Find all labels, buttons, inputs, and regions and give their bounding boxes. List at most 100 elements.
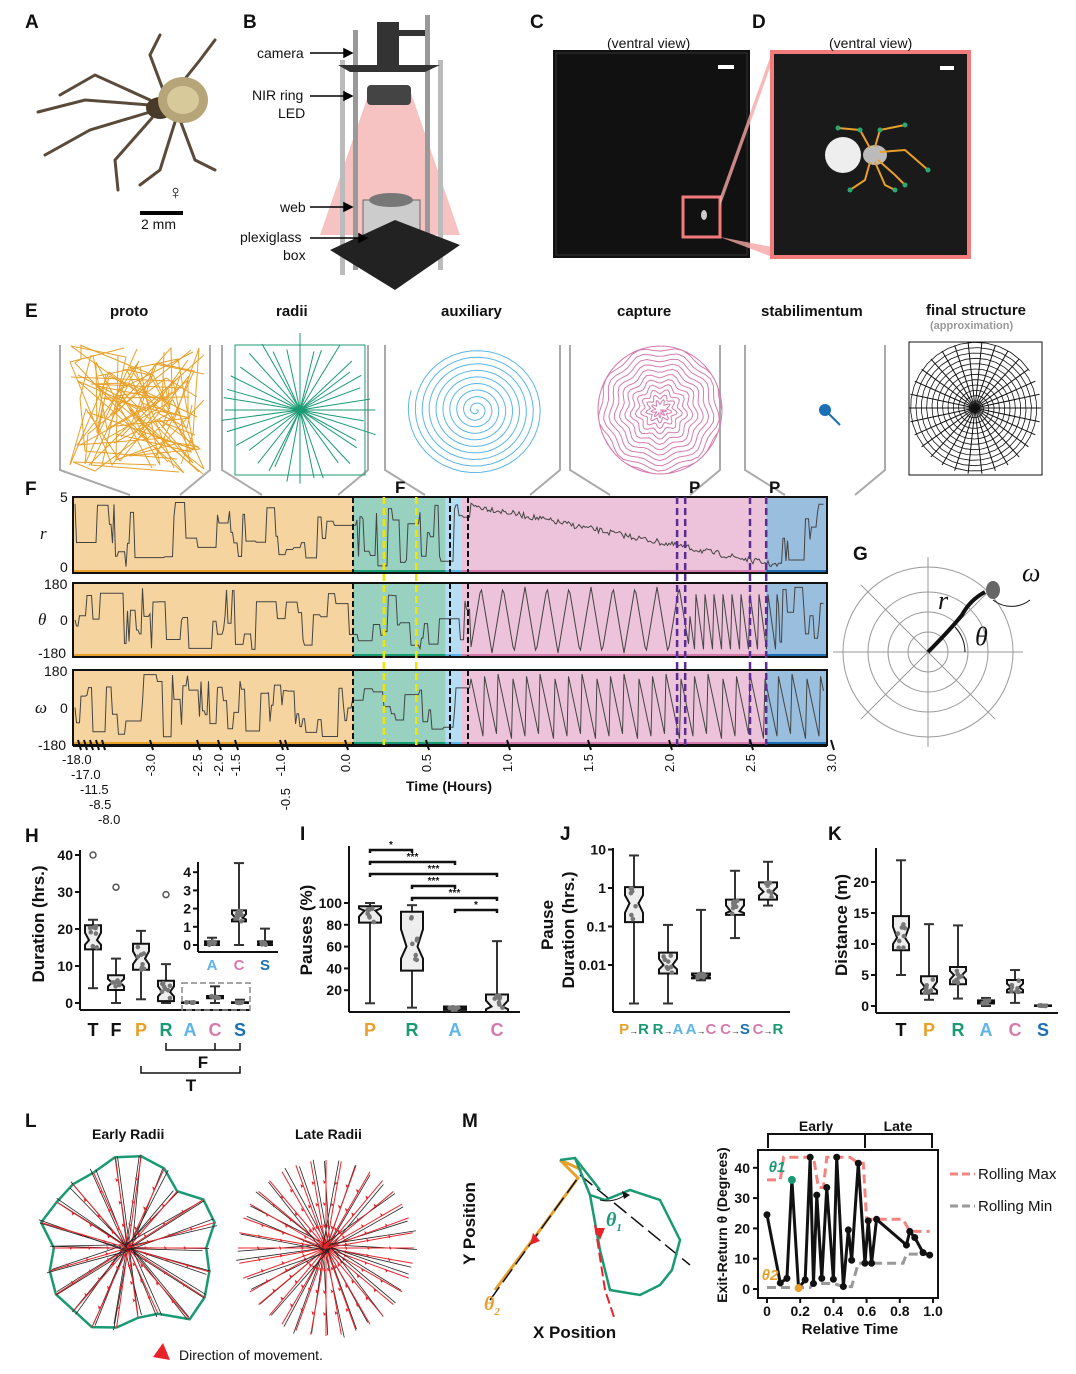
- data-point: [497, 993, 502, 999]
- data-point: [216, 995, 222, 1001]
- direction-arrow: [307, 1287, 311, 1292]
- radius-thread: [286, 409, 301, 482]
- direction-arrow: [132, 1262, 136, 1267]
- proto-thread: [128, 365, 175, 469]
- phase-bar-capture: [461, 654, 767, 657]
- radius-highlight: [127, 1247, 191, 1320]
- direction-arrow: [315, 1289, 319, 1294]
- y-tick-label: 60: [326, 939, 342, 955]
- y-tick-label: 20: [734, 1220, 750, 1236]
- pose-tracking-skeleton: [825, 122, 931, 193]
- y-axis-label: Duration (hrs.): [559, 871, 578, 988]
- transition-part: →: [629, 1026, 638, 1036]
- trace-row-2: [74, 586, 824, 654]
- category-label-R: R: [952, 1020, 965, 1040]
- tick-theta-neg180: -180: [38, 645, 67, 661]
- data-point: [212, 940, 217, 945]
- direction-arrow: [530, 1233, 540, 1245]
- final-radius: [974, 407, 983, 474]
- approximation-note: (approximation): [930, 320, 1014, 332]
- radius-highlight: [55, 1247, 129, 1295]
- panel-label-g: G: [853, 544, 868, 565]
- label-box: box: [283, 247, 306, 263]
- data-point: [239, 1000, 244, 1005]
- data-point: [902, 1241, 910, 1249]
- radius-thread: [299, 371, 351, 411]
- radius-thread: [299, 344, 341, 411]
- tick-omega-0: 0: [60, 700, 68, 716]
- direction-arrow: [356, 1217, 360, 1222]
- transition-part: S: [740, 1021, 750, 1038]
- data-point: [239, 912, 244, 918]
- x-tick-label: -8.5: [89, 797, 111, 812]
- outlier-point: [162, 890, 170, 899]
- data-point: [911, 1233, 919, 1241]
- radius-path: [89, 1168, 126, 1248]
- stage-connector: [384, 345, 561, 496]
- radius-highlight: [325, 1247, 371, 1325]
- data-point: [873, 1215, 881, 1223]
- radius-thread: [257, 409, 301, 464]
- x-tick: [425, 739, 430, 751]
- proto-thread: [136, 362, 195, 459]
- radius-highlight: [56, 1201, 129, 1249]
- x-tick: [668, 739, 673, 751]
- radius-thread: [299, 409, 315, 479]
- direction-arrow: [595, 1228, 605, 1240]
- radius-highlight: [116, 1247, 129, 1328]
- data-point: [839, 1283, 847, 1291]
- final-radius: [974, 368, 1029, 409]
- radius-thread: [299, 387, 361, 411]
- y-axis-label: Pause: [538, 900, 557, 950]
- radius-highlight: [72, 1184, 129, 1249]
- direction-legend: Direction of movement.: [179, 1347, 323, 1363]
- direction-arrow: [312, 1226, 315, 1231]
- x-tick-label: 0.0: [338, 754, 353, 772]
- data-point: [668, 953, 674, 958]
- proto-thread: [74, 346, 169, 463]
- data-point: [864, 1217, 872, 1225]
- radius-thread: [299, 409, 324, 479]
- direction-arrow: [338, 1204, 342, 1209]
- data-point: [206, 942, 212, 948]
- radius-path: [270, 1251, 328, 1316]
- data-point: [868, 1259, 876, 1267]
- x-tick-label: 1.0: [923, 1303, 943, 1319]
- radius-highlight: [295, 1165, 327, 1249]
- panel-label-e: E: [25, 301, 38, 322]
- final-radius: [914, 407, 976, 436]
- direction-arrow: [323, 1290, 326, 1294]
- web-drawing-radii: [221, 333, 376, 484]
- direction-arrow: [127, 1263, 131, 1268]
- x-tick: [284, 739, 289, 751]
- data-point: [763, 1211, 771, 1219]
- data-point: [813, 1191, 821, 1199]
- data-point: [628, 890, 634, 896]
- direction-arrow: [111, 1261, 115, 1266]
- radius-thread: [248, 353, 301, 411]
- data-point: [1009, 984, 1015, 990]
- radius-highlight: [73, 1247, 129, 1311]
- direction-arrow: [97, 1214, 101, 1219]
- radius-path: [236, 1247, 323, 1261]
- direction-arrow: [326, 1267, 330, 1272]
- x-tick-label: -2.0: [211, 754, 226, 776]
- transition-label: R→A: [653, 1021, 684, 1038]
- row-label-omega: ω: [35, 698, 48, 717]
- category-label-S: S: [234, 1020, 246, 1040]
- rig-pointer-arrows: [310, 47, 369, 244]
- y-tick-label: 0: [65, 995, 73, 1011]
- radius-path: [51, 1243, 127, 1270]
- x-tick-label: -2.5: [190, 754, 205, 776]
- category-label-F: F: [111, 1020, 122, 1040]
- phase-band-stabilimentum: [766, 670, 827, 745]
- direction-arrow: [308, 1229, 312, 1234]
- data-point: [183, 1000, 189, 1005]
- direction-arrow: [365, 1195, 369, 1200]
- final-radius: [974, 407, 1009, 466]
- label-nir-ring: NIR ring: [252, 87, 304, 103]
- web-drawing-capture: [597, 345, 723, 475]
- y-tick-label: 80: [326, 917, 342, 933]
- data-point: [896, 938, 902, 944]
- data-point: [661, 954, 666, 959]
